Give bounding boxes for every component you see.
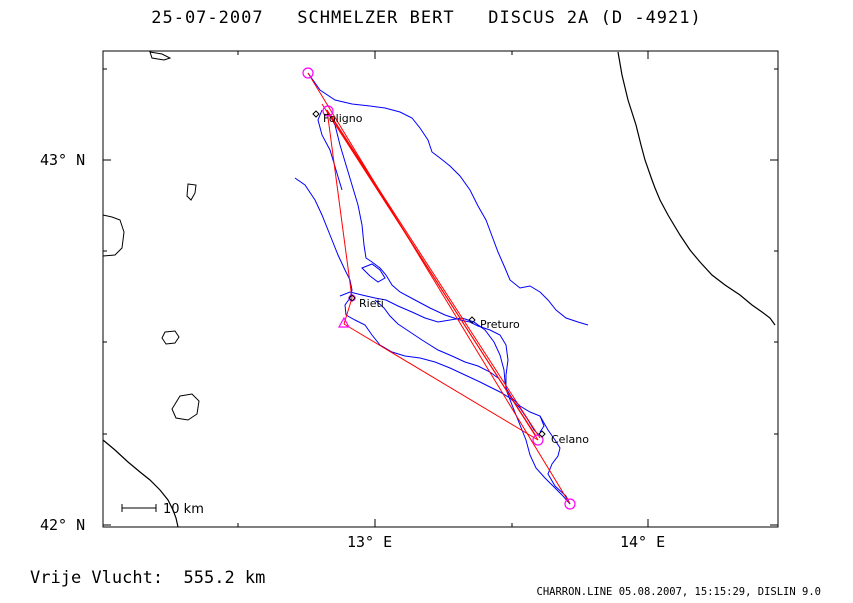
lon-label-14: 14° E [620, 533, 665, 551]
task-legs [307, 72, 571, 505]
lon-label-13: 13° E [347, 533, 392, 551]
place-label-celano: Celano [551, 433, 589, 446]
place-label-foligno: Foligno [323, 112, 363, 125]
turnpoint-triangle [337, 316, 351, 328]
start-point [302, 67, 314, 79]
lat-label-43: 43° N [40, 151, 85, 169]
place-label-preturo: Preturo [480, 318, 520, 331]
footer-info: CHARRON.LINE 05.08.2007, 15:15:29, DISLI… [536, 586, 821, 598]
place-label-rieti: Rieti [359, 297, 384, 310]
map-frame [102, 50, 779, 528]
lakes [102, 51, 200, 421]
place-marker-celano [538, 430, 546, 438]
axis-ticks [103, 51, 778, 527]
lat-label-42: 42° N [40, 516, 85, 534]
turnpoint-1 [322, 105, 334, 117]
place-marker-rieti [348, 294, 356, 302]
place-markers [312, 110, 546, 438]
place-marker-preturo [468, 316, 476, 324]
finish-point [564, 498, 576, 510]
flight-title: 25-07-2007 SCHMELZER BERT DISCUS 2A (D -… [151, 8, 702, 28]
place-marker-foligno [312, 110, 320, 118]
turnpoint-2 [532, 434, 544, 446]
free-flight-distance: Vrije Vlucht: 555.2 km [30, 568, 266, 588]
scale-bar [121, 504, 157, 512]
scale-bar-label: 10 km [163, 502, 204, 517]
coastline [102, 51, 776, 528]
